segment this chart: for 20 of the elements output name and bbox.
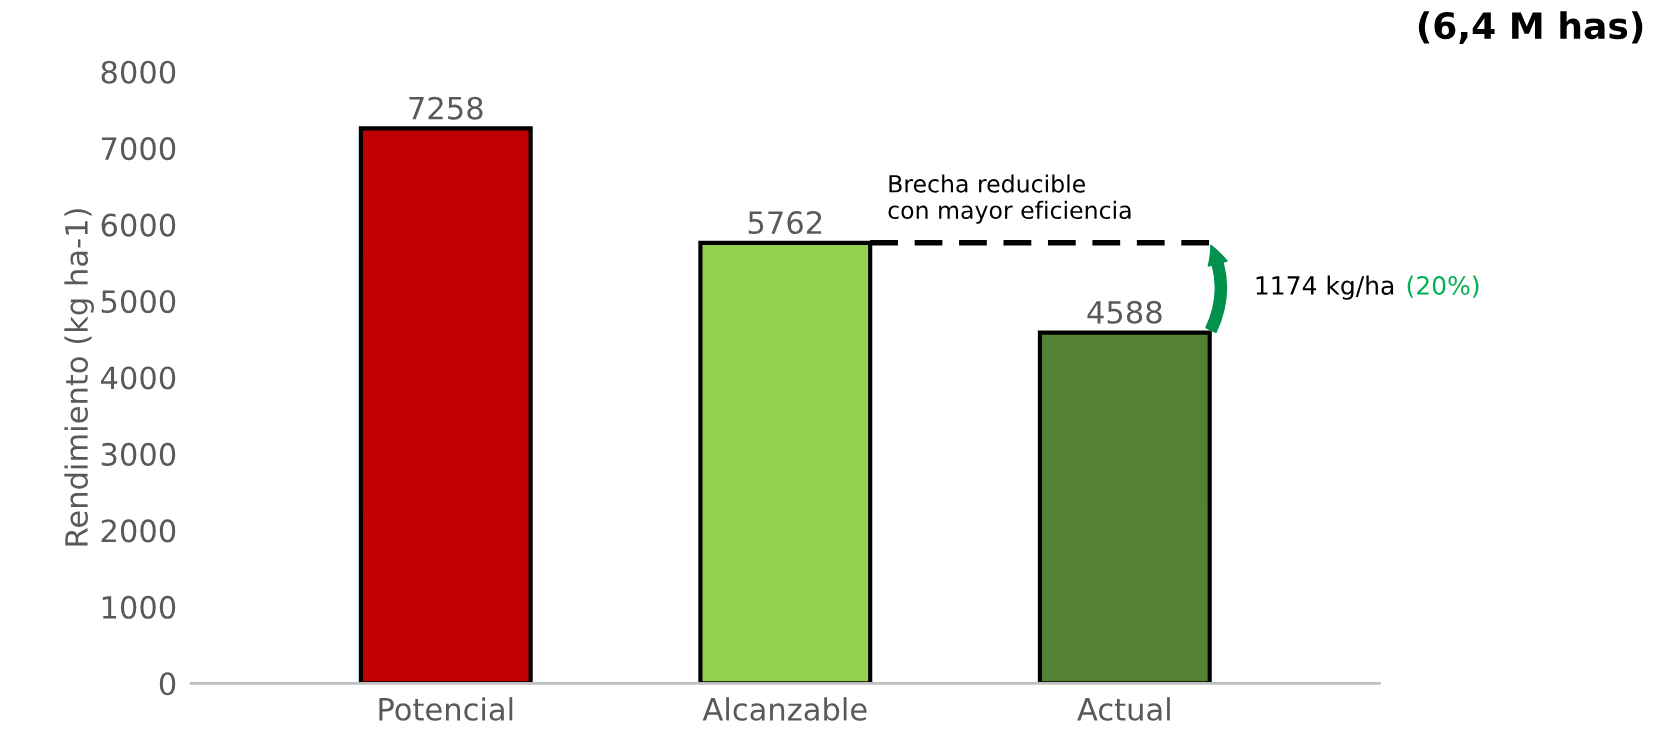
- text: (20%): [1407, 275, 1479, 298]
- data-label: 4588: [1087, 300, 1162, 324]
- y-tick-label: 0: [159, 672, 176, 696]
- y-tick-label: 7000: [101, 137, 176, 161]
- y-tick-label: 4000: [100, 366, 176, 390]
- y-tick-label: 1000: [102, 595, 176, 619]
- y-tick-label: 2000: [101, 519, 176, 543]
- text: (6,4 M has): [1418, 11, 1643, 44]
- y-axis-title: Rendimiento (kg ha-1): [64, 209, 94, 546]
- x-tick-label: Actual: [1077, 697, 1170, 721]
- x-tick-label: Potencial: [379, 697, 513, 721]
- y-tick-label: 8000: [101, 60, 176, 84]
- ref-line-label: Brecha reducible con mayor eficiencia: [888, 174, 1131, 224]
- data-label: 7258: [409, 96, 483, 120]
- data-label: 5762: [748, 211, 822, 235]
- x-tick-label: Alcanzable: [702, 697, 867, 721]
- y-tick-label: 3000: [101, 442, 176, 466]
- y-tick-label: 5000: [101, 289, 176, 314]
- annotation: 1174 kg/ha: [1256, 275, 1394, 300]
- y-tick-label: 6000: [101, 213, 176, 237]
